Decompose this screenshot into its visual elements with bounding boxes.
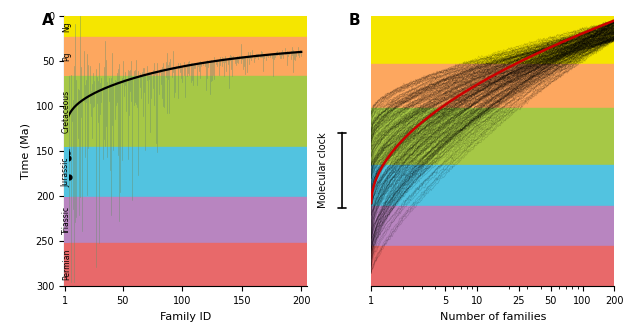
Bar xyxy=(64,197,68,243)
Point xyxy=(60,141,70,147)
Point xyxy=(63,155,74,160)
Text: Cretaceous: Cretaceous xyxy=(62,90,71,133)
Bar xyxy=(371,108,614,165)
Bar xyxy=(64,243,307,286)
Bar xyxy=(64,197,307,243)
Point xyxy=(60,134,70,139)
Text: Triassic: Triassic xyxy=(62,206,71,234)
Bar xyxy=(64,147,68,197)
Text: A: A xyxy=(42,13,53,28)
Point xyxy=(62,150,72,156)
X-axis label: Family ID: Family ID xyxy=(160,312,211,321)
Bar xyxy=(371,206,614,246)
Text: Pg: Pg xyxy=(62,52,71,61)
Bar xyxy=(371,64,614,108)
X-axis label: Number of families: Number of families xyxy=(440,312,546,321)
Bar xyxy=(64,147,307,197)
Bar xyxy=(64,16,68,37)
Bar xyxy=(371,16,614,64)
Text: Jurassic: Jurassic xyxy=(62,157,71,187)
Text: B: B xyxy=(349,13,360,28)
Bar xyxy=(64,76,307,147)
Bar xyxy=(371,165,614,206)
Point xyxy=(64,174,74,179)
Bar xyxy=(64,76,68,147)
Bar xyxy=(371,246,614,286)
Bar xyxy=(64,243,68,286)
Text: Permian: Permian xyxy=(62,249,71,280)
Y-axis label: Time (Ma): Time (Ma) xyxy=(20,123,30,179)
Bar xyxy=(64,37,68,76)
Text: Molecular clock: Molecular clock xyxy=(317,132,328,208)
Point xyxy=(61,147,71,152)
Text: Ng: Ng xyxy=(62,21,71,32)
Bar xyxy=(64,16,307,37)
Bar xyxy=(64,37,307,76)
